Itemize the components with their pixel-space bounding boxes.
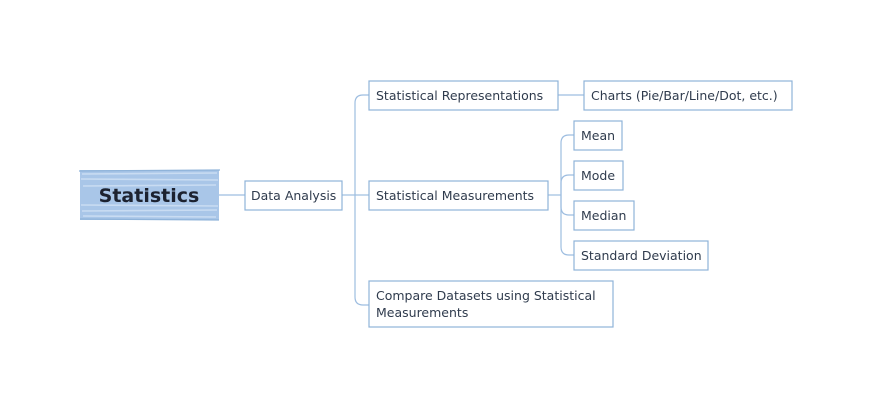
node-statistical-representations-label: Statistical Representations <box>376 88 543 103</box>
node-standard-deviation-label: Standard Deviation <box>581 248 702 263</box>
node-data-analysis-box <box>244 180 343 211</box>
node-median-label: Median <box>581 208 626 223</box>
node-mode-label: Mode <box>581 168 615 183</box>
node-median-box <box>573 200 635 231</box>
link-standard-deviation <box>560 195 574 256</box>
node-statistical-representations-box <box>368 80 559 111</box>
link-mode <box>560 174 574 195</box>
node-compare-datasets-label-line1: Compare Datasets using Statistical <box>376 288 596 303</box>
node-statistical-measurements-label: Statistical Measurements <box>376 188 534 203</box>
link-mean <box>560 134 574 195</box>
node-mode[interactable]: Mode <box>573 160 624 191</box>
node-compare-datasets[interactable]: Compare Datasets using Statistical Measu… <box>368 280 614 328</box>
node-data-analysis[interactable]: Data Analysis <box>244 180 343 211</box>
link-trunk-down <box>354 195 369 306</box>
node-statistical-measurements[interactable]: Statistical Measurements <box>368 180 549 211</box>
node-compare-datasets-label-line2: Measurements <box>376 305 468 320</box>
node-mean-label: Mean <box>581 128 615 143</box>
node-mean-box <box>573 120 623 151</box>
node-charts-box <box>583 80 793 111</box>
node-median[interactable]: Median <box>573 200 635 231</box>
node-statistical-measurements-box <box>368 180 549 211</box>
node-statistical-representations[interactable]: Statistical Representations <box>368 80 559 111</box>
root-node-edge-strokes <box>78 169 221 221</box>
node-mean[interactable]: Mean <box>573 120 623 151</box>
root-node-fill <box>80 170 219 220</box>
node-standard-deviation-box <box>573 240 709 271</box>
link-trunk-up <box>354 94 369 195</box>
node-mode-box <box>573 160 624 191</box>
node-standard-deviation[interactable]: Standard Deviation <box>573 240 709 271</box>
node-charts[interactable]: Charts (Pie/Bar/Line/Dot, etc.) <box>583 80 793 111</box>
link-median <box>560 195 574 216</box>
node-compare-datasets-box <box>368 280 614 328</box>
root-node-sketch-strokes <box>80 172 219 218</box>
node-charts-label: Charts (Pie/Bar/Line/Dot, etc.) <box>591 88 778 103</box>
node-data-analysis-label: Data Analysis <box>251 188 336 203</box>
root-node-label: Statistics <box>99 185 200 207</box>
connector-lines <box>219 94 584 306</box>
root-node[interactable]: Statistics <box>78 169 221 221</box>
